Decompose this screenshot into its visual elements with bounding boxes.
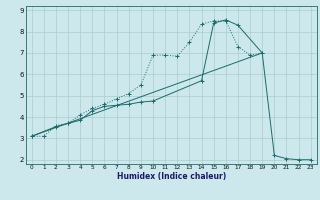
X-axis label: Humidex (Indice chaleur): Humidex (Indice chaleur) bbox=[116, 172, 226, 181]
